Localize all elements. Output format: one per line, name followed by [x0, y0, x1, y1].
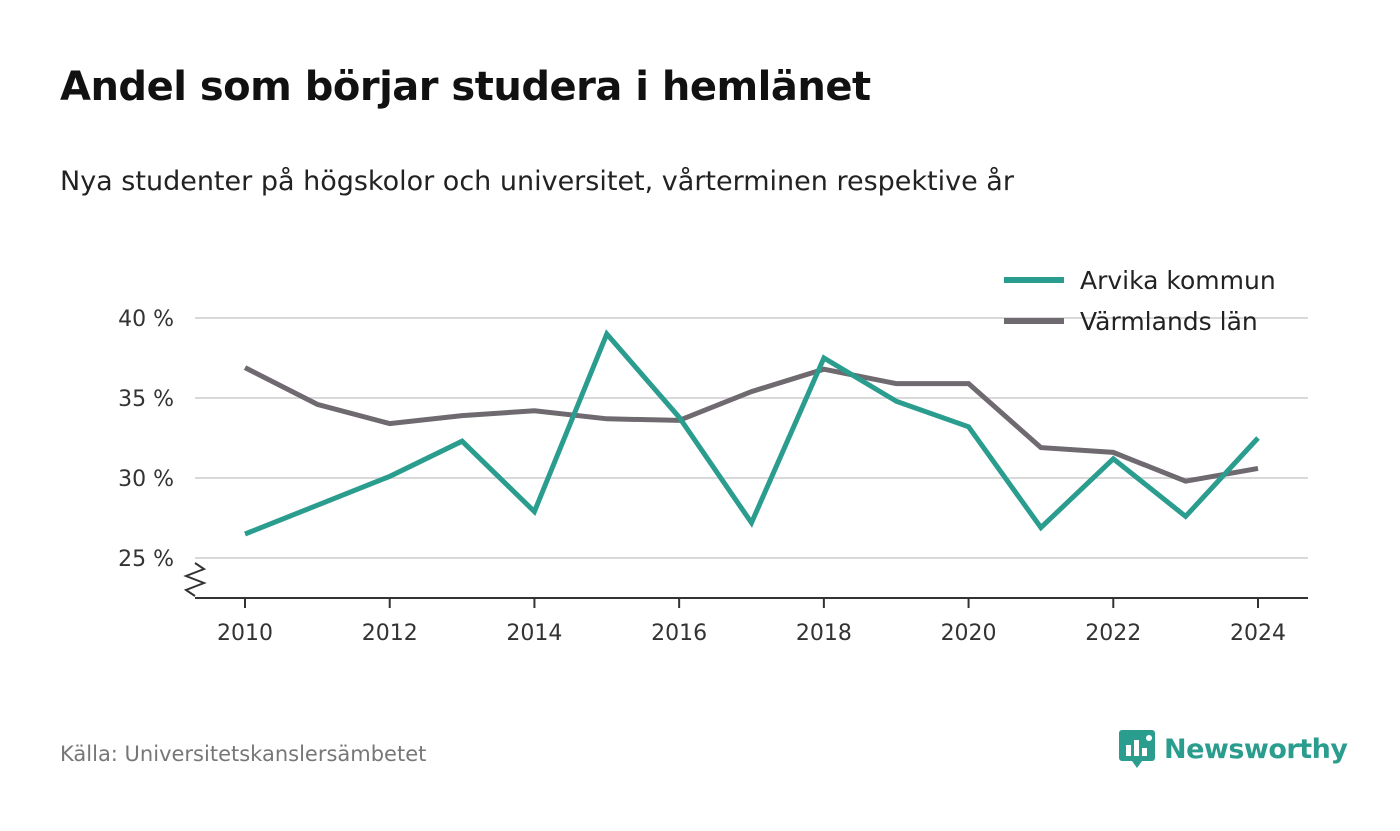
legend-swatch — [1004, 277, 1064, 283]
y-tick-label: 40 % — [118, 307, 174, 332]
y-tick-label: 35 % — [118, 387, 174, 412]
newsworthy-logo-icon — [1119, 730, 1155, 768]
y-tick-label: 25 % — [118, 547, 174, 572]
chart-title: Andel som börjar studera i hemlänet — [60, 64, 871, 110]
x-tick-label: 2020 — [941, 621, 997, 646]
y-tick-label: 30 % — [118, 467, 174, 492]
brand-name: Newsworthy — [1164, 733, 1348, 765]
x-tick-label: 2022 — [1085, 621, 1141, 646]
series-line-varmland — [243, 365, 1259, 484]
legend-label: Arvika kommun — [1080, 266, 1276, 295]
x-tick-label: 2024 — [1230, 621, 1286, 646]
x-tick-label: 2010 — [217, 621, 273, 646]
x-tick-label: 2018 — [796, 621, 852, 646]
series-line-arvika — [244, 329, 1260, 537]
brand-logo: Newsworthy — [1118, 728, 1348, 770]
x-tick-label: 2014 — [506, 621, 562, 646]
line-chart: 25 % 30 % 35 % 40 % 2010 2012 2014 2016 2018 2020… — [118, 266, 1308, 646]
legend-swatch — [1004, 318, 1064, 324]
chart-subtitle: Nya studenter på högskolor och universit… — [60, 166, 1014, 197]
source-note: Källa: Universitetskanslersämbetet — [60, 742, 427, 766]
x-tick-label: 2012 — [362, 621, 418, 646]
x-tick-label: 2016 — [651, 621, 707, 646]
axis-break-mark — [183, 562, 207, 597]
legend-label: Värmlands län — [1080, 307, 1258, 336]
